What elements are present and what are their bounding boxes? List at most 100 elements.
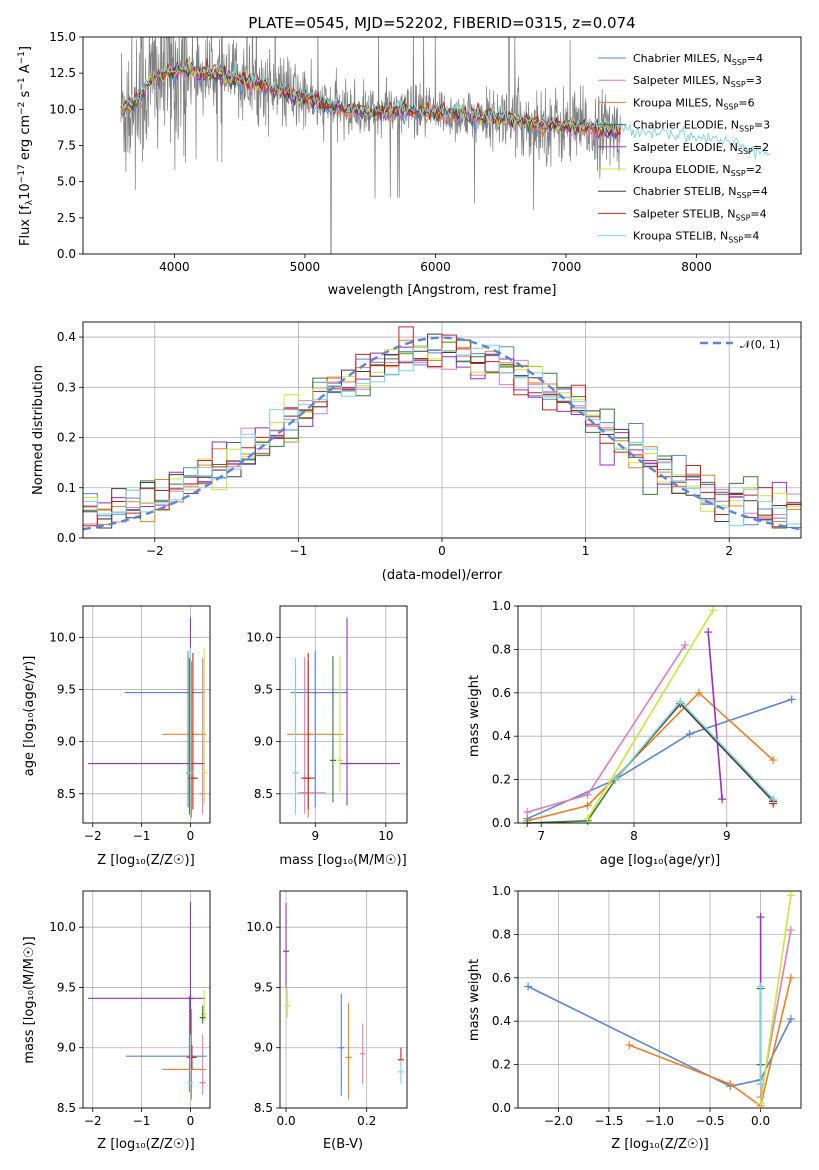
y-tick-label: 0.6 (492, 971, 511, 985)
legend-entry: Salpeter MILES, NSSP=3 (633, 74, 762, 89)
spectrum-traces (120, 37, 772, 254)
weight-marker (583, 801, 592, 810)
y-tick-label: 9.5 (254, 980, 273, 994)
weight-line (759, 895, 792, 1104)
weight-marker (611, 775, 620, 784)
axes-frame (279, 605, 408, 824)
x-tick-label: −1 (133, 1114, 151, 1128)
spectrum-panel: 4000 5000 6000 7000 8000 0.0 2.5 5.0 7.5 10.0 12.5… (49, 30, 802, 274)
axes-frame (517, 605, 802, 824)
model-spectrum-line (120, 61, 772, 160)
y-tick-label: 9.0 (254, 1041, 273, 1055)
y-tick-label: 9.0 (57, 735, 76, 749)
weight-marker (726, 1080, 735, 1089)
observed-spectrum-line (120, 37, 621, 254)
weight-vs-z-panel: −2.0 −1.5 −1.0 −0.5 0.0 0.0 0.2 0.4 0.6 0.8 1.0 (492, 884, 802, 1128)
y-tick-label: 0.4 (492, 729, 511, 743)
y-tick-label: 2.5 (57, 211, 76, 225)
agez-ylabel: age [log₁₀(age/yr)] (22, 656, 37, 777)
y-tick-label: 9.0 (57, 1041, 76, 1055)
legend-entry: Kroupa STELIB, NSSP=4 (633, 230, 759, 245)
y-tick-label: 0.6 (492, 686, 511, 700)
x-tick-label: 2 (725, 544, 733, 558)
residuals-xlabel: (data-model)/error (382, 568, 503, 583)
agem-xlabel: mass [log₁₀(M/M☉)] (279, 853, 406, 868)
y-tick-label: 0.0 (57, 247, 76, 261)
x-tick-label: 8 (630, 829, 638, 843)
x-tick-label: 0.0 (751, 1114, 770, 1128)
weight-marker (786, 1015, 795, 1024)
x-tick-label: 0.0 (277, 1114, 296, 1128)
y-tick-label: 8.5 (254, 1101, 273, 1115)
spectrum-ylabel: Flux [fλ10−17 erg cm−2 s−1 A−1] (17, 46, 35, 246)
residuals-ylabel: Normed distribution (31, 365, 46, 495)
y-tick-label: 10.0 (49, 630, 76, 644)
age-vs-mass-panel: 9 10 8.5 9.0 9.5 10.0 (246, 605, 408, 843)
y-tick-label: 0.0 (492, 1101, 511, 1115)
weight-marker (786, 891, 795, 900)
wage-ylabel: mass weight (467, 675, 482, 757)
x-tick-label: 7 (537, 829, 545, 843)
x-tick-label: 1 (582, 544, 590, 558)
y-tick-label: 12.5 (49, 66, 76, 80)
weight-marker (708, 606, 717, 615)
weight-line (628, 977, 792, 1108)
x-tick-label: 0 (187, 829, 195, 843)
residual-histogram (83, 344, 801, 527)
weight-marker (718, 795, 727, 804)
errorbar-group (287, 617, 400, 818)
weight-marker (694, 688, 703, 697)
y-tick-label: 0.3 (57, 380, 76, 394)
weight-marker (681, 641, 690, 650)
x-tick-label: −1.0 (645, 1114, 674, 1128)
weight-line (614, 702, 774, 802)
y-tick-label: 8.5 (57, 1101, 76, 1115)
x-tick-label: 0 (438, 544, 446, 558)
x-tick-label: 4000 (159, 260, 190, 274)
weight-marker (769, 756, 778, 765)
x-tick-label: 9 (723, 829, 731, 843)
mass-vs-z-panel: −2 −1 0 8.5 9.0 9.5 10.0 (49, 890, 211, 1128)
weight-marker (756, 913, 765, 922)
errorbar-group (283, 903, 404, 1100)
x-tick-label: 0.2 (357, 1114, 376, 1128)
x-tick-label: −2 (146, 544, 164, 558)
weight-marker (583, 814, 592, 823)
y-tick-label: 10.0 (246, 630, 273, 644)
axes-frame (279, 890, 408, 1109)
weight-marker (583, 790, 592, 799)
x-tick-label: 10 (378, 829, 393, 843)
weight-marker (704, 628, 713, 637)
figure-title: PLATE=0545, MJD=52202, FIBERID=0315, z=0… (248, 14, 635, 32)
y-tick-label: 8.5 (254, 787, 273, 801)
x-tick-label: 8000 (681, 260, 712, 274)
y-tick-label: 0.0 (492, 816, 511, 830)
axes-frame (82, 36, 802, 255)
y-tick-label: 0.2 (492, 1058, 511, 1072)
weight-marker (625, 1041, 634, 1050)
errorbar-group (87, 901, 208, 1100)
y-tick-label: 0.2 (57, 431, 76, 445)
x-tick-label: −1 (290, 544, 308, 558)
masse-xlabel: E(B-V) (323, 1137, 363, 1152)
y-tick-label: 9.0 (254, 735, 273, 749)
x-tick-label: 7000 (551, 260, 582, 274)
legend-entry: Salpeter STELIB, NSSP=4 (633, 207, 767, 222)
y-tick-label: 9.5 (254, 682, 273, 696)
weight-marker (769, 795, 778, 804)
weight-marker (786, 926, 795, 935)
y-tick-label: 0.1 (57, 481, 76, 495)
age-vs-z-panel: −2 −1 0 8.5 9.0 9.5 10.0 (49, 605, 211, 843)
model-spectrum-line (120, 58, 622, 136)
weight-line (527, 691, 774, 822)
x-tick-label: 6000 (420, 260, 451, 274)
weight-vs-age-panel: 7 8 9 0.0 0.2 0.4 0.6 0.8 1.0 (492, 599, 802, 843)
wage-xlabel: age [log₁₀(age/yr)] (600, 853, 721, 868)
residuals-panel: −2 −1 0 1 2 0.0 0.1 0.2 0.3 0.4 𝒩(0, 1) (57, 321, 802, 558)
y-tick-label: 15.0 (49, 30, 76, 44)
legend-entry: Chabrier MILES, NSSP=4 (633, 52, 763, 67)
y-tick-label: 0.4 (57, 330, 76, 344)
weight-line (527, 985, 792, 1088)
errorbar-group (87, 617, 208, 818)
